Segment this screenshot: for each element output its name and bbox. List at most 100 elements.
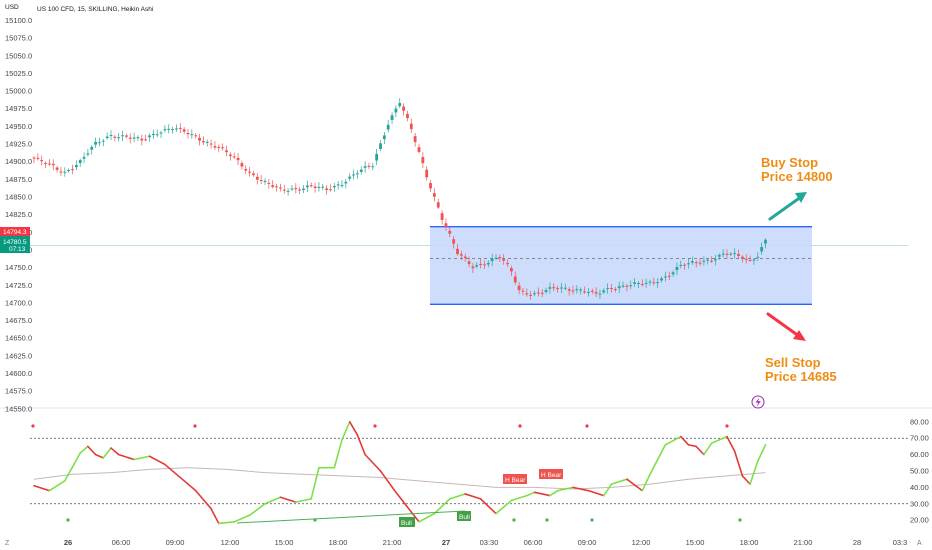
candle (225, 145, 228, 157)
candle-body (733, 252, 737, 254)
candle (132, 132, 136, 143)
rsi-segment (602, 483, 613, 497)
candle-body (525, 293, 529, 295)
candle-body (352, 174, 355, 176)
time-tick-label: 15:00 (275, 538, 294, 547)
candle (440, 210, 444, 225)
candle-body (44, 162, 47, 164)
rsi-segment (356, 434, 366, 456)
candle-body (456, 248, 459, 255)
auto-scale-button[interactable]: A (917, 540, 922, 547)
rsi-axis[interactable]: 80.00 70.00 60.00 50.00 40.00 30.00 20.00 (910, 417, 929, 524)
candle (282, 184, 286, 194)
candle (40, 155, 44, 166)
candle (394, 105, 398, 118)
candle-body (178, 127, 182, 129)
bear-label-text: H Bear (505, 477, 526, 484)
candle-body (298, 189, 302, 191)
candle-body (606, 288, 610, 290)
candle (36, 153, 40, 161)
rsi-segment (379, 470, 397, 494)
candle (144, 134, 148, 142)
candle (175, 124, 178, 132)
candle (155, 129, 159, 138)
candle-body (633, 282, 636, 284)
current-price-value: 14780.5 (3, 239, 27, 246)
price-tick-label: 14700.0 (5, 298, 32, 307)
candle (202, 136, 205, 145)
candle (694, 260, 698, 268)
candle-body (302, 188, 305, 190)
candle-body (309, 185, 313, 187)
candle-body (483, 264, 486, 266)
candle (706, 257, 710, 265)
bull-label-2: Bull (457, 511, 471, 521)
candle (163, 125, 167, 133)
candle (690, 256, 694, 265)
candle-body (217, 146, 221, 148)
price-axis[interactable]: 15100.0 15075.0 15050.0 15025.0 15000.0 14975… (5, 16, 32, 413)
candle-body (382, 135, 386, 140)
price-tick-label: 14925.0 (5, 140, 32, 149)
candle-body (67, 170, 71, 172)
candle (148, 133, 151, 142)
signal-dot (518, 424, 522, 428)
bear-label-1: H Bear (503, 474, 527, 484)
candle (567, 286, 571, 296)
candle (533, 290, 536, 297)
price-tick-label: 14650.0 (5, 334, 32, 343)
candle-body (429, 183, 432, 189)
candle-body (109, 134, 113, 136)
candle (190, 129, 194, 139)
timezone-button[interactable]: Z (5, 540, 10, 547)
candle-body (282, 189, 286, 191)
candle-body (425, 169, 429, 178)
candle (467, 256, 471, 268)
candle-body (105, 136, 109, 139)
candle-body (467, 261, 471, 264)
candle (448, 227, 452, 238)
candle-body (332, 185, 336, 188)
candle-body (660, 278, 663, 281)
candle (710, 256, 713, 264)
candle (617, 281, 621, 294)
rsi-tick-label: 20.00 (910, 516, 929, 525)
candle-body (486, 262, 490, 265)
rsi-segment (418, 512, 436, 523)
candle-body (694, 262, 698, 264)
candle (606, 283, 610, 294)
rsi-segment (310, 466, 320, 500)
candle (317, 182, 321, 192)
candle (733, 248, 737, 259)
candle-body (494, 257, 498, 259)
candle-body (36, 157, 40, 159)
signal-dot (193, 424, 197, 428)
time-axis[interactable]: 26 06:00 09:00 12:00 15:00 18:00 21:00 27 03:30 0… (64, 538, 907, 547)
candle (698, 258, 702, 267)
candle (429, 180, 432, 193)
rsi-segment (264, 496, 282, 505)
sell-arrow-icon (766, 312, 806, 341)
candle-body (132, 137, 136, 139)
candle (756, 252, 760, 262)
candle (671, 270, 675, 277)
price-tick-label: 14675.0 (5, 316, 32, 325)
candle-body (394, 108, 398, 113)
lightning-icon[interactable] (751, 395, 765, 409)
rsi-segment (102, 447, 112, 459)
candle-body (517, 285, 521, 291)
candle (182, 127, 186, 134)
candle-body (506, 262, 509, 265)
candle (263, 178, 267, 185)
candle (171, 127, 174, 134)
candle (556, 285, 559, 293)
candle (113, 134, 117, 142)
consolidation-box[interactable] (430, 226, 812, 305)
candle-body (294, 188, 298, 190)
candle-body (51, 163, 55, 166)
bear-label-text: H Bear (541, 472, 562, 479)
candle-body (348, 176, 352, 179)
candle-body (621, 285, 625, 287)
candle (86, 148, 90, 157)
